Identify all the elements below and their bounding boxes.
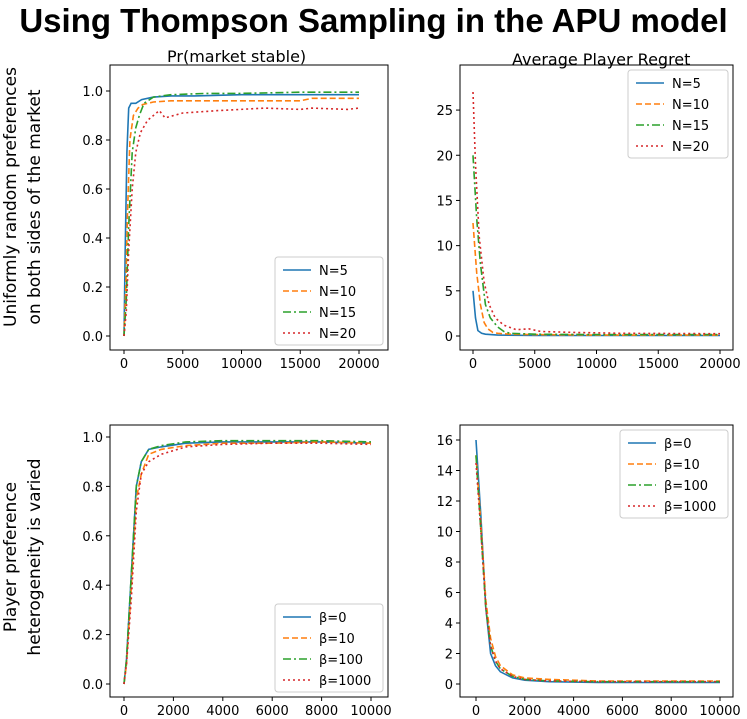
regret-beta-ytick-label: 10 (436, 526, 453, 541)
page-title: Using Thompson Sampling in the APU model (19, 2, 728, 39)
stability-beta-legend (274, 603, 384, 693)
stability-uniform-xtick-label: 0 (120, 357, 128, 372)
stability-beta-ytick-label: 0.0 (82, 678, 103, 693)
regret-beta-legend-label-2: β=10 (664, 458, 700, 473)
regret-uniform-xtick-label: 0 (469, 357, 477, 372)
regret-beta-xtick-label: 10000 (699, 704, 740, 719)
regret-beta-xtick-label: 0 (472, 704, 480, 719)
stability-beta-legend-label-4: β=1000 (319, 674, 371, 689)
stability-uniform-legend-label-1: N=5 (319, 264, 348, 279)
stability-uniform-series-line-1 (123, 93, 359, 337)
stability-uniform-legend-label-4: N=20 (319, 327, 356, 342)
regret-beta-legend (619, 429, 729, 519)
stability-beta-ytick-label: 0.8 (82, 480, 103, 495)
regret-beta-ytick-label: 4 (445, 617, 453, 632)
regret-uniform-ytick-label: 5 (445, 285, 453, 300)
stability-uniform-ytick-label: 0.0 (82, 330, 103, 345)
column-title-stability: Pr(market stable) (167, 47, 307, 66)
regret-uniform-xtick-label: 10000 (576, 357, 617, 372)
regret-beta-ytick-label: 12 (436, 495, 453, 510)
stability-beta-xtick-label: 6000 (256, 704, 289, 719)
regret-uniform-legend-label-1: N=5 (672, 77, 701, 92)
stability-uniform-series-line-4 (123, 107, 360, 337)
regret-uniform-ytick-label: 20 (436, 149, 453, 164)
regret-beta-ytick-label: 0 (445, 678, 453, 693)
stability-beta-axes-frame (109, 424, 389, 698)
regret-uniform-ytick-label: 0 (445, 330, 453, 345)
column-title-regret: Average Player Regret (512, 50, 691, 69)
regret-beta-xtick-label: 8000 (655, 704, 688, 719)
regret-beta-xtick-label: 4000 (557, 704, 590, 719)
regret-uniform-xtick-label: 20000 (699, 357, 740, 372)
regret-beta-series-line-3 (475, 455, 720, 683)
regret-beta-ytick-label: 2 (445, 648, 453, 663)
stability-uniform-series-line-2 (123, 97, 359, 337)
regret-beta-ytick-label: 8 (445, 556, 453, 571)
regret-uniform-legend-label-3: N=15 (672, 119, 709, 134)
stability-beta-ytick-label: 0.4 (82, 579, 103, 594)
stability-beta-legend-label-3: β=100 (319, 653, 363, 668)
stability-uniform-ytick-label: 1.0 (82, 85, 103, 100)
regret-uniform-legend-label-2: N=10 (672, 98, 709, 113)
regret-uniform-ytick-label: 15 (436, 194, 453, 209)
regret-uniform-series-line-3 (472, 155, 720, 336)
regret-beta-legend-label-1: β=0 (664, 437, 691, 452)
stability-beta-xtick-label: 10000 (350, 704, 391, 719)
stability-uniform-ytick-label: 0.4 (82, 232, 103, 247)
stability-beta-ytick-label: 0.2 (82, 629, 103, 644)
regret-uniform-xtick-label: 5000 (518, 357, 551, 372)
stability-beta-xtick-label: 4000 (206, 704, 239, 719)
stability-beta-legend-label-1: β=0 (319, 611, 346, 626)
stability-beta-series-line-4 (123, 442, 372, 685)
stability-uniform-xtick-label: 20000 (338, 357, 379, 372)
regret-beta-axes-frame (459, 424, 734, 698)
regret-beta-ytick-label: 16 (436, 434, 453, 449)
stability-uniform-xtick-label: 5000 (166, 357, 199, 372)
stability-uniform-xtick-label: 15000 (280, 357, 321, 372)
regret-beta-legend-label-3: β=100 (664, 479, 708, 494)
regret-beta-legend-label-4: β=1000 (664, 500, 716, 515)
stability-uniform-axes-frame (109, 64, 389, 351)
stability-uniform-ytick-label: 0.2 (82, 281, 103, 296)
regret-uniform-series-line-2 (472, 222, 720, 336)
stability-beta-ytick-label: 1.0 (82, 431, 103, 446)
regret-uniform-series-line-1 (472, 290, 720, 337)
stability-beta-xtick-label: 8000 (305, 704, 338, 719)
stability-uniform-legend (274, 256, 384, 346)
stability-uniform-xtick-label: 10000 (221, 357, 262, 372)
stability-beta-legend-label-2: β=10 (319, 632, 355, 647)
regret-beta-ytick-label: 6 (445, 587, 453, 602)
regret-beta-series-line-4 (475, 462, 720, 683)
stability-beta-xtick-label: 2000 (157, 704, 190, 719)
stability-uniform-ytick-label: 0.8 (82, 134, 103, 149)
regret-beta-xtick-label: 6000 (606, 704, 639, 719)
stability-uniform-legend-label-3: N=15 (319, 306, 356, 321)
stability-uniform-ytick-label: 0.6 (82, 183, 103, 198)
stability-beta-series-line-3 (123, 439, 372, 685)
stability-uniform-legend-label-2: N=10 (319, 285, 356, 300)
stability-beta-xtick-label: 0 (120, 704, 128, 719)
regret-uniform-ytick-label: 25 (436, 104, 453, 119)
regret-uniform-xtick-label: 15000 (638, 357, 679, 372)
regret-uniform-ytick-label: 10 (436, 240, 453, 255)
regret-uniform-legend-label-4: N=20 (672, 140, 709, 155)
regret-uniform-legend (627, 69, 729, 159)
stability-beta-ytick-label: 0.6 (82, 530, 103, 545)
regret-beta-xtick-label: 2000 (508, 704, 541, 719)
regret-beta-ytick-label: 14 (436, 465, 453, 480)
